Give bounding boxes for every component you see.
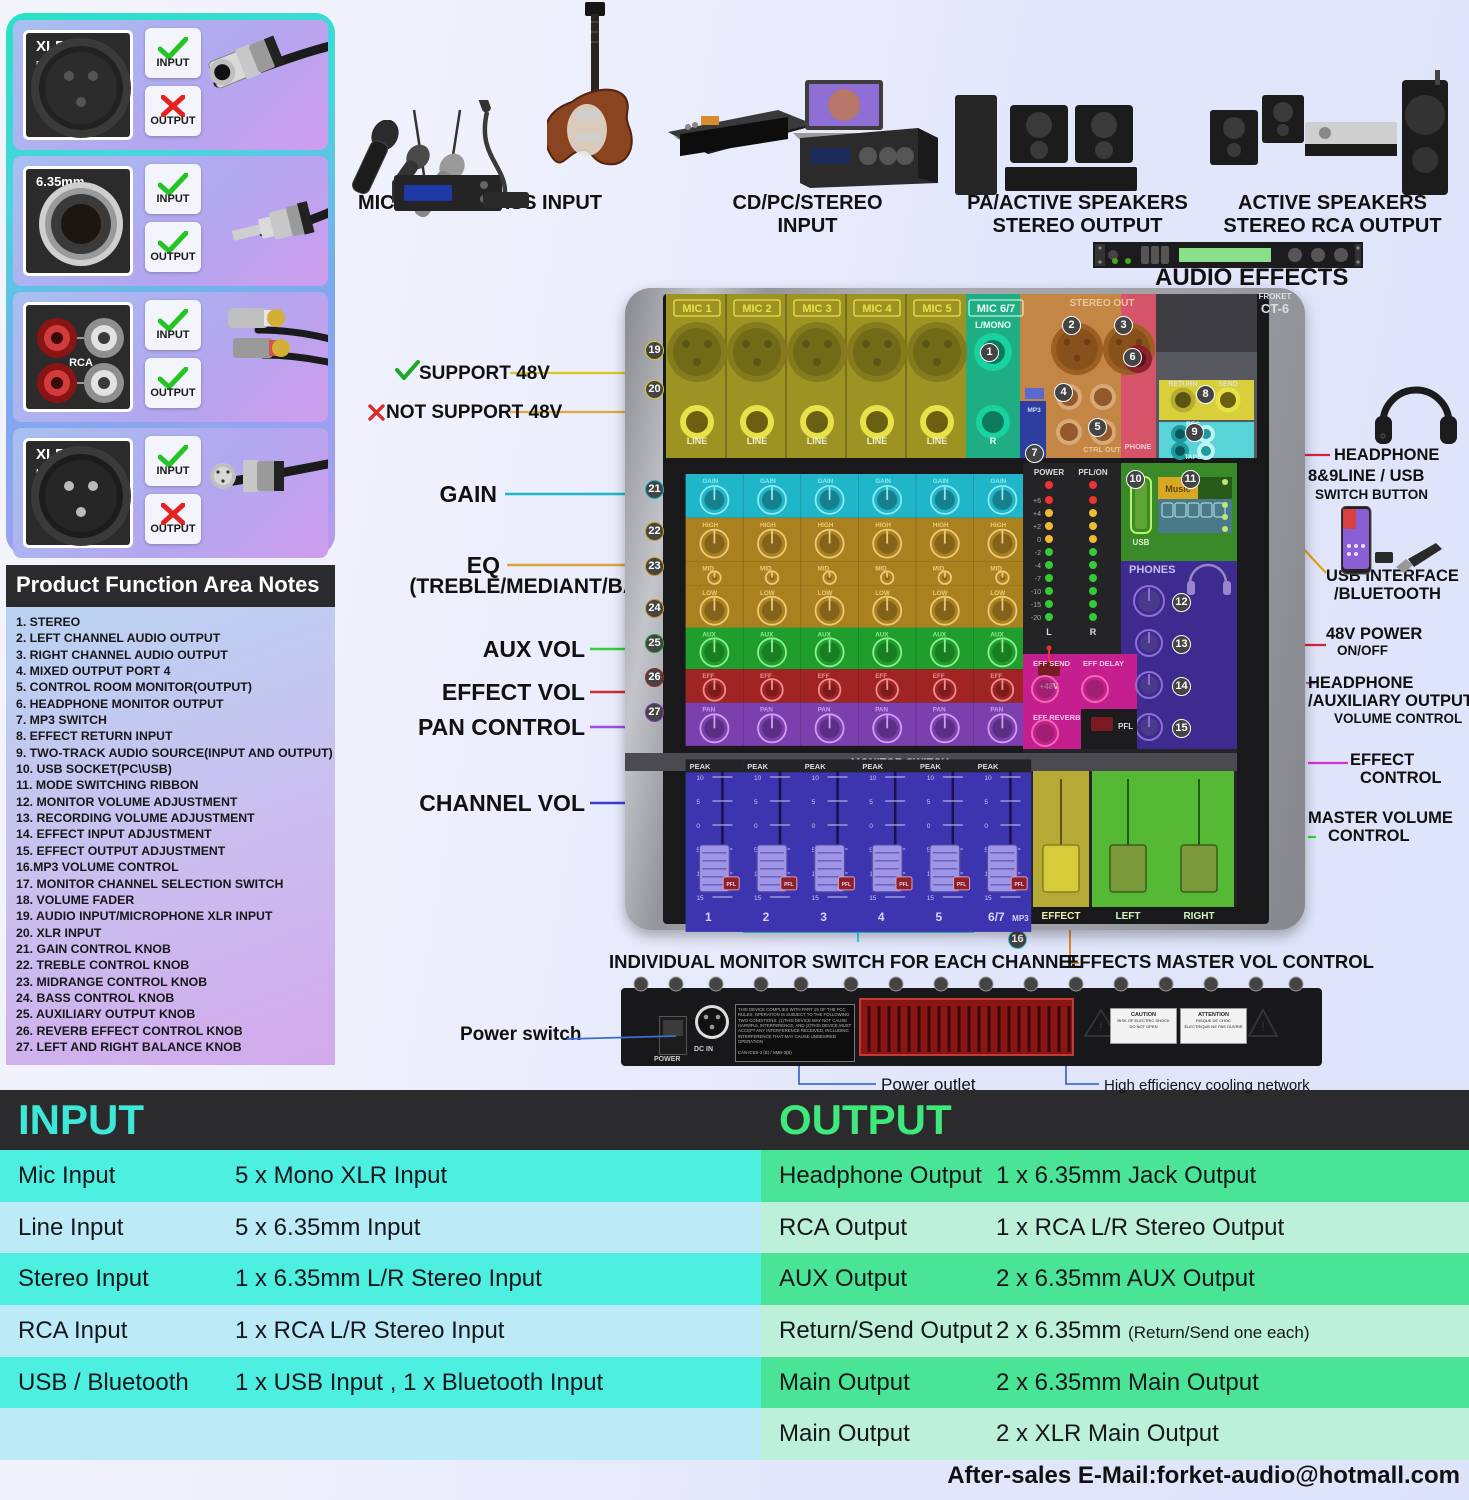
svg-text:PFL: PFL — [726, 882, 735, 888]
svg-text:4: 4 — [878, 910, 885, 924]
svg-text:6/7: 6/7 — [988, 910, 1005, 924]
svg-text:PEAK: PEAK — [862, 762, 883, 771]
svg-text:PAN CONTROL: PAN CONTROL — [418, 714, 585, 740]
svg-text:15: 15 — [754, 895, 762, 902]
svg-text:PFL: PFL — [1014, 882, 1023, 888]
svg-text:5: 5 — [696, 799, 700, 806]
svg-text:10: 10 — [869, 775, 877, 782]
svg-text:0: 0 — [696, 823, 700, 830]
svg-text:EFFECT: EFFECT — [1350, 751, 1414, 769]
svg-text:15: 15 — [984, 895, 992, 902]
svg-text:10: 10 — [754, 775, 762, 782]
svg-text:GAIN: GAIN — [440, 481, 498, 507]
svg-text:Power switch: Power switch — [460, 1024, 581, 1045]
svg-text:0: 0 — [984, 823, 988, 830]
svg-text:PEAK: PEAK — [978, 762, 999, 771]
svg-text:1: 1 — [705, 910, 712, 924]
svg-text:48V POWER: 48V POWER — [1326, 625, 1422, 643]
svg-text:VOLUME CONTROL: VOLUME CONTROL — [1334, 711, 1462, 726]
svg-text:0: 0 — [754, 823, 758, 830]
svg-text:PEAK: PEAK — [805, 762, 826, 771]
svg-text:15: 15 — [812, 895, 820, 902]
svg-text:10: 10 — [696, 775, 704, 782]
svg-text:15: 15 — [869, 895, 877, 902]
svg-text:PFL: PFL — [842, 882, 851, 888]
svg-text:8&9LINE / USB: 8&9LINE / USB — [1308, 467, 1425, 485]
svg-text:EFFECT VOL: EFFECT VOL — [442, 679, 585, 705]
svg-text:5: 5 — [869, 799, 873, 806]
svg-text:MP3: MP3 — [1012, 914, 1029, 923]
svg-text:AUX VOL: AUX VOL — [483, 636, 585, 662]
svg-text:ON/OFF: ON/OFF — [1337, 643, 1388, 658]
svg-text:PFL: PFL — [784, 882, 793, 888]
svg-text:15: 15 — [696, 895, 704, 902]
svg-text:10: 10 — [927, 775, 935, 782]
svg-text:2: 2 — [763, 910, 770, 924]
svg-text:MASTER VOLUME: MASTER VOLUME — [1308, 809, 1453, 827]
svg-text:PFL: PFL — [957, 882, 966, 888]
svg-text:5: 5 — [984, 799, 988, 806]
svg-text:0: 0 — [812, 823, 816, 830]
svg-text:10: 10 — [984, 775, 992, 782]
svg-text:10: 10 — [812, 775, 820, 782]
svg-text:SWITCH BUTTON: SWITCH BUTTON — [1315, 487, 1428, 502]
svg-text:3: 3 — [820, 910, 827, 924]
svg-text:PFL: PFL — [899, 882, 908, 888]
svg-text:PEAK: PEAK — [747, 762, 768, 771]
svg-text:15: 15 — [927, 895, 935, 902]
svg-text:5: 5 — [754, 799, 758, 806]
svg-text:PEAK: PEAK — [690, 762, 711, 771]
svg-text:CONTROL: CONTROL — [1328, 827, 1410, 845]
svg-text:5: 5 — [812, 799, 816, 806]
svg-text:CONTROL: CONTROL — [1360, 769, 1442, 787]
svg-text:0: 0 — [927, 823, 931, 830]
svg-text:5: 5 — [935, 910, 942, 924]
svg-text:CHANNEL VOL: CHANNEL VOL — [419, 790, 585, 816]
svg-text:0: 0 — [869, 823, 873, 830]
svg-text:5: 5 — [927, 799, 931, 806]
svg-text:HEADPHONE: HEADPHONE — [1308, 674, 1413, 692]
svg-text:PEAK: PEAK — [920, 762, 941, 771]
svg-text:/BLUETOOTH: /BLUETOOTH — [1334, 585, 1441, 603]
svg-text:/AUXILIARY OUTPUT: /AUXILIARY OUTPUT — [1308, 692, 1469, 710]
